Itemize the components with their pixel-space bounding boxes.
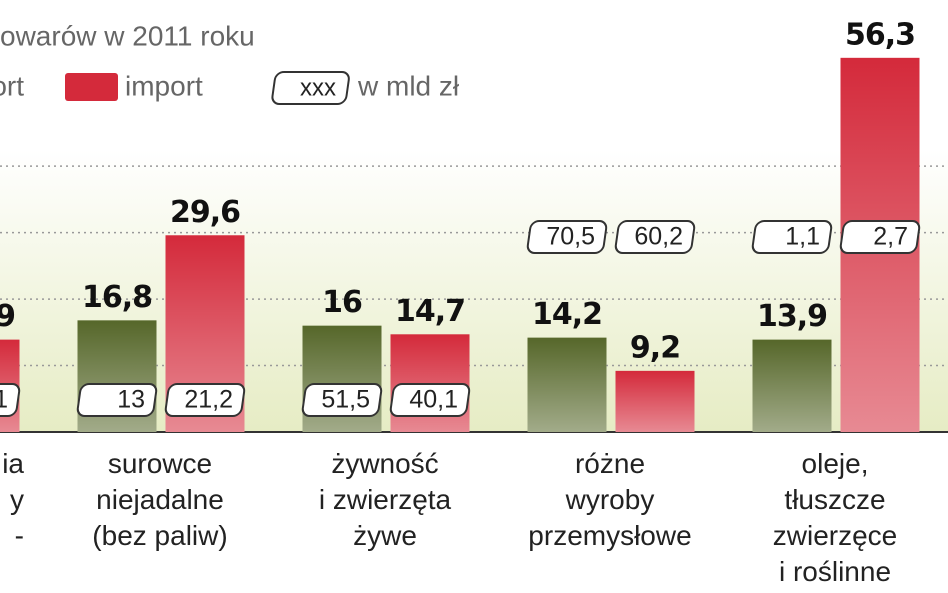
bar-shade <box>615 370 695 432</box>
value-label: 14,7 <box>395 294 465 329</box>
value-box <box>614 220 696 254</box>
legend-box <box>271 71 350 105</box>
x-tick-label: żywność i zwierzęta żywe <box>319 448 452 551</box>
value-label: 13,9 <box>757 299 827 334</box>
value-box-label: 51,5 <box>321 386 370 414</box>
x-tick-label: różne wyroby przemysłowe <box>528 448 691 551</box>
value-box <box>751 220 833 254</box>
value-box <box>0 383 21 417</box>
value-box <box>389 383 471 417</box>
value-label: 14,2 <box>532 297 602 332</box>
value-box-label: 21,2 <box>184 386 233 414</box>
legend-label: import <box>125 70 203 101</box>
value-label: 16 <box>322 285 362 320</box>
value-box-label: 2,7 <box>873 223 908 251</box>
value-box-label: 70,5 <box>546 223 595 251</box>
value-box-label: 1 <box>0 386 8 414</box>
legend-label: eksport <box>0 70 24 101</box>
value-box <box>164 383 246 417</box>
value-label: 9,2 <box>630 330 680 365</box>
value-label: 16,8 <box>82 280 152 315</box>
bar-shade <box>752 339 832 432</box>
value-box-label: 40,1 <box>409 386 458 414</box>
bar-shade <box>527 337 607 432</box>
legend-swatch <box>65 73 118 101</box>
value-label: 56,3 <box>845 17 915 52</box>
value-box <box>301 383 383 417</box>
legend-label: w mld zł <box>357 70 460 101</box>
value-box <box>76 383 158 417</box>
chart-title: owarów w 2011 roku <box>0 20 255 51</box>
value-box-label: 60,2 <box>634 223 683 251</box>
x-tick-label: surowce niejadalne (bez paliw) <box>92 448 227 551</box>
value-box-label: 1,1 <box>785 223 820 251</box>
value-box-label: 13 <box>117 386 145 414</box>
value-label: 13,9 <box>0 299 15 334</box>
x-tick-label: oleje, tłuszcze zwierzęce i roślinne <box>773 448 897 587</box>
value-box <box>526 220 608 254</box>
legend: eksport import xxx w mld zł <box>0 70 460 105</box>
value-label: 29,6 <box>170 195 240 230</box>
value-box <box>839 220 921 254</box>
x-tick-label: ia y - <box>2 448 24 551</box>
legend-box-label: xxx <box>300 74 336 101</box>
